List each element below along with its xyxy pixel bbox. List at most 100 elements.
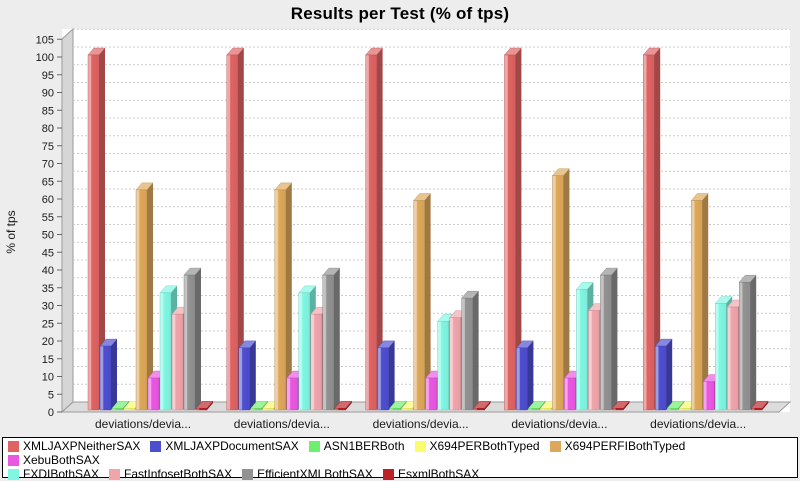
bar: [552, 175, 564, 411]
bar-side-face: [285, 182, 292, 410]
legend-label: XebuBothSAX: [23, 453, 100, 467]
legend-item: XebuBothSAX: [8, 453, 100, 467]
y-tick-label: 0: [48, 407, 54, 419]
legend-label: EfficientXMLBothSAX: [257, 467, 373, 481]
bar: [111, 408, 124, 411]
y-tick-label: 30: [42, 301, 54, 313]
legend-label: X694PERFIBothTyped: [564, 439, 686, 453]
bar-side-face: [762, 401, 769, 410]
bar: [679, 408, 691, 411]
plot-left-wall: [61, 27, 74, 414]
y-tick-label: 105: [36, 34, 54, 46]
bar: [540, 408, 552, 411]
bar: [389, 408, 401, 411]
legend-label: EsxmlBothSAX: [397, 467, 480, 481]
gridlines: [73, 28, 790, 385]
legend-swatch: [8, 468, 19, 480]
bar-side-face: [666, 339, 673, 410]
y-tick-label: 60: [42, 194, 54, 206]
bar: [365, 54, 377, 411]
bar: [135, 189, 148, 411]
bar-side-face: [563, 168, 570, 410]
bar: [334, 408, 346, 411]
bar: [262, 408, 274, 411]
legend-label: ASN1BERBoth: [323, 439, 405, 453]
bar: [286, 377, 298, 411]
bar-side-face: [515, 48, 522, 410]
bar: [238, 347, 251, 411]
legend-item: FXDIBothSAX: [8, 467, 99, 481]
legend-item: ASN1BERBoth: [308, 439, 405, 453]
bar: [310, 313, 322, 411]
chart-title: Results per Test (% of tps): [290, 4, 510, 23]
legend-label: FXDIBothSAX: [23, 467, 100, 481]
legend-item: EsxmlBothSAX: [382, 467, 480, 481]
bar-side-face: [702, 193, 709, 410]
bar-side-face: [376, 48, 383, 410]
bar: [226, 54, 239, 411]
legend-label: XMLJAXPDocumentSAX: [165, 439, 299, 453]
bar-side-face: [99, 48, 105, 410]
legend-item: X694PERFIBothTyped: [549, 439, 686, 453]
bar-side-face: [111, 339, 117, 410]
y-tick-label: 55: [42, 212, 54, 224]
bar-side-face: [654, 48, 661, 410]
bar: [147, 377, 160, 411]
bar: [739, 282, 751, 411]
category-label: deviations/devia...: [511, 417, 607, 431]
bar: [449, 317, 461, 411]
bar: [183, 274, 196, 411]
bars: [87, 47, 769, 411]
bar: [123, 408, 136, 411]
bar: [377, 347, 389, 411]
legend-item: XMLJAXPNeitherSAX: [8, 439, 140, 453]
bar-chart-plot: 0 5 10 15 20 25 30 35 40 45 50 55 60 65 70 75 80 85 90 95 10…: [4, 27, 792, 431]
bar-side-face: [484, 401, 491, 410]
legend-item: FastInfosetBothSAX: [109, 467, 232, 481]
y-tick-label: 65: [42, 176, 54, 188]
bar-side-face: [527, 340, 534, 410]
bar: [516, 347, 528, 411]
legend-item: XMLJAXPDocumentSAX: [150, 439, 299, 453]
bar-side-face: [207, 401, 213, 410]
legend-label: FastInfosetBothSAX: [124, 467, 233, 481]
bar: [250, 408, 263, 411]
bar: [643, 54, 655, 411]
bar-side-face: [333, 268, 340, 410]
bar: [87, 54, 100, 411]
bar: [99, 345, 112, 411]
category-label: deviations/devia...: [650, 417, 746, 431]
legend-swatch: [308, 440, 320, 452]
bar: [612, 408, 624, 411]
bar: [564, 377, 576, 411]
bar: [461, 297, 473, 411]
bar-side-face: [424, 193, 431, 410]
bar: [504, 54, 516, 411]
legend-item: EfficientXMLBothSAX: [242, 467, 373, 481]
legend-swatch: [242, 468, 254, 480]
bar: [322, 274, 334, 411]
bar: [195, 408, 208, 411]
y-tick-label: 90: [42, 88, 54, 100]
bar-side-face: [750, 275, 757, 410]
y-axis-title: % of tps: [4, 210, 18, 253]
bar-side-face: [147, 182, 153, 410]
bar: [727, 306, 739, 411]
bar: [413, 200, 425, 411]
y-tick-label: 10: [42, 372, 54, 384]
legend-item: X694PERBothTyped: [414, 439, 540, 453]
legend-label: XMLJAXPNeitherSAX: [23, 439, 141, 453]
category-label: deviations/devia...: [95, 417, 191, 431]
bar: [715, 303, 727, 411]
y-tick-label: 15: [42, 354, 54, 366]
bar-side-face: [345, 401, 352, 410]
category-label: deviations/devia...: [373, 417, 469, 431]
y-tick-label: 50: [42, 230, 54, 242]
y-tick-label: 35: [42, 283, 54, 295]
bar-side-face: [611, 268, 618, 410]
y-tick-label: 45: [42, 247, 54, 259]
bar-side-face: [249, 340, 256, 410]
y-tick-label: 100: [36, 52, 54, 64]
bar: [425, 377, 437, 411]
